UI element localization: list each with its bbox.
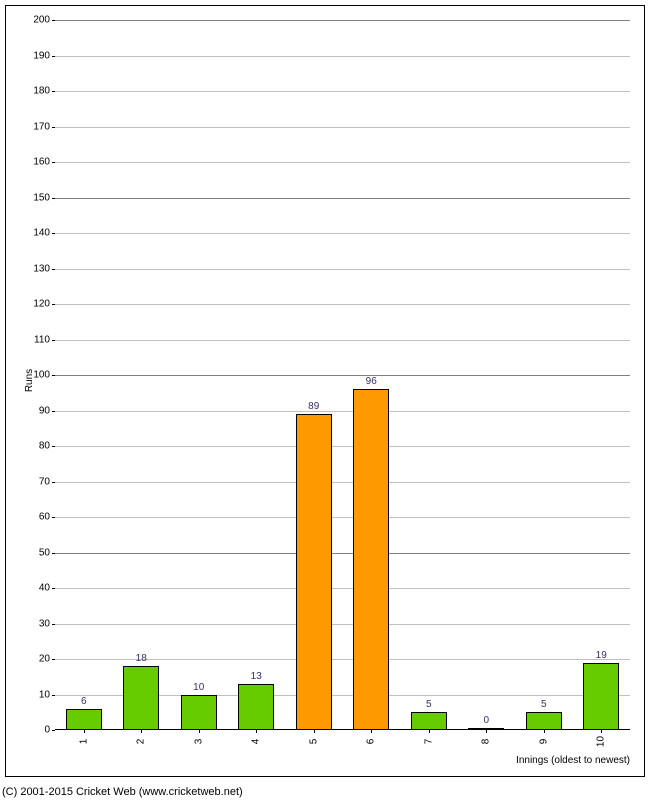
x-tick-label: 2 <box>136 732 147 752</box>
y-tick-label: 200 <box>10 15 50 26</box>
chart-frame: Runs 01020304050607080901001101201301401… <box>0 0 650 800</box>
grid-line <box>55 91 630 92</box>
y-tick-label: 80 <box>10 441 50 452</box>
bar: 89 <box>296 414 332 730</box>
bar: 18 <box>123 666 159 730</box>
grid-line <box>55 20 630 21</box>
grid-line <box>55 588 630 589</box>
y-tick-label: 150 <box>10 192 50 203</box>
y-tick-label: 180 <box>10 86 50 97</box>
y-tick-mark <box>52 730 55 731</box>
x-tick-label: 7 <box>423 732 434 752</box>
y-tick-label: 130 <box>10 263 50 274</box>
footer-copyright: (C) 2001-2015 Cricket Web (www.cricketwe… <box>2 786 243 798</box>
x-tick-label: 9 <box>538 732 549 752</box>
bar: 96 <box>353 389 389 730</box>
y-tick-label: 70 <box>10 476 50 487</box>
x-tick-label: 3 <box>193 732 204 752</box>
grid-line <box>55 553 630 554</box>
y-tick-label: 30 <box>10 618 50 629</box>
grid-line <box>55 340 630 341</box>
bar-value-label: 96 <box>354 376 388 387</box>
y-tick-label: 0 <box>10 725 50 736</box>
grid-line <box>55 411 630 412</box>
grid-line <box>55 127 630 128</box>
plot-area: 6181013899650519 <box>55 20 630 730</box>
bar: 13 <box>238 684 274 730</box>
x-tick-label: 6 <box>366 732 377 752</box>
bar-value-label: 18 <box>124 653 158 664</box>
y-tick-label: 90 <box>10 405 50 416</box>
y-tick-label: 120 <box>10 299 50 310</box>
bar: 10 <box>181 695 217 731</box>
grid-line <box>55 56 630 57</box>
y-tick-label: 40 <box>10 583 50 594</box>
y-tick-label: 190 <box>10 50 50 61</box>
bar-value-label: 19 <box>584 650 618 661</box>
grid-line <box>55 198 630 199</box>
bar-value-label: 5 <box>527 699 561 710</box>
bar: 19 <box>583 663 619 730</box>
grid-line <box>55 304 630 305</box>
bar-value-label: 0 <box>469 715 503 726</box>
y-tick-label: 110 <box>10 334 50 345</box>
y-tick-label: 20 <box>10 654 50 665</box>
bar-value-label: 10 <box>182 682 216 693</box>
bar-value-label: 6 <box>67 696 101 707</box>
y-tick-label: 100 <box>10 370 50 381</box>
grid-line <box>55 624 630 625</box>
y-tick-label: 60 <box>10 512 50 523</box>
y-tick-label: 170 <box>10 121 50 132</box>
grid-line <box>55 446 630 447</box>
x-tick-label: 5 <box>308 732 319 752</box>
x-tick-label: 1 <box>78 732 89 752</box>
y-tick-label: 50 <box>10 547 50 558</box>
y-tick-label: 140 <box>10 228 50 239</box>
grid-line <box>55 375 630 376</box>
bar: 5 <box>411 712 447 730</box>
x-tick-label: 10 <box>596 732 607 752</box>
x-tick-label: 4 <box>251 732 262 752</box>
grid-line <box>55 233 630 234</box>
x-axis-title: Innings (oldest to newest) <box>470 755 630 766</box>
grid-line <box>55 269 630 270</box>
x-tick-label: 8 <box>481 732 492 752</box>
grid-line <box>55 482 630 483</box>
bar-value-label: 89 <box>297 401 331 412</box>
grid-line <box>55 162 630 163</box>
bar-value-label: 13 <box>239 671 273 682</box>
bar: 6 <box>66 709 102 730</box>
y-tick-label: 10 <box>10 689 50 700</box>
bar: 5 <box>526 712 562 730</box>
grid-line <box>55 517 630 518</box>
y-tick-label: 160 <box>10 157 50 168</box>
bar-value-label: 5 <box>412 699 446 710</box>
